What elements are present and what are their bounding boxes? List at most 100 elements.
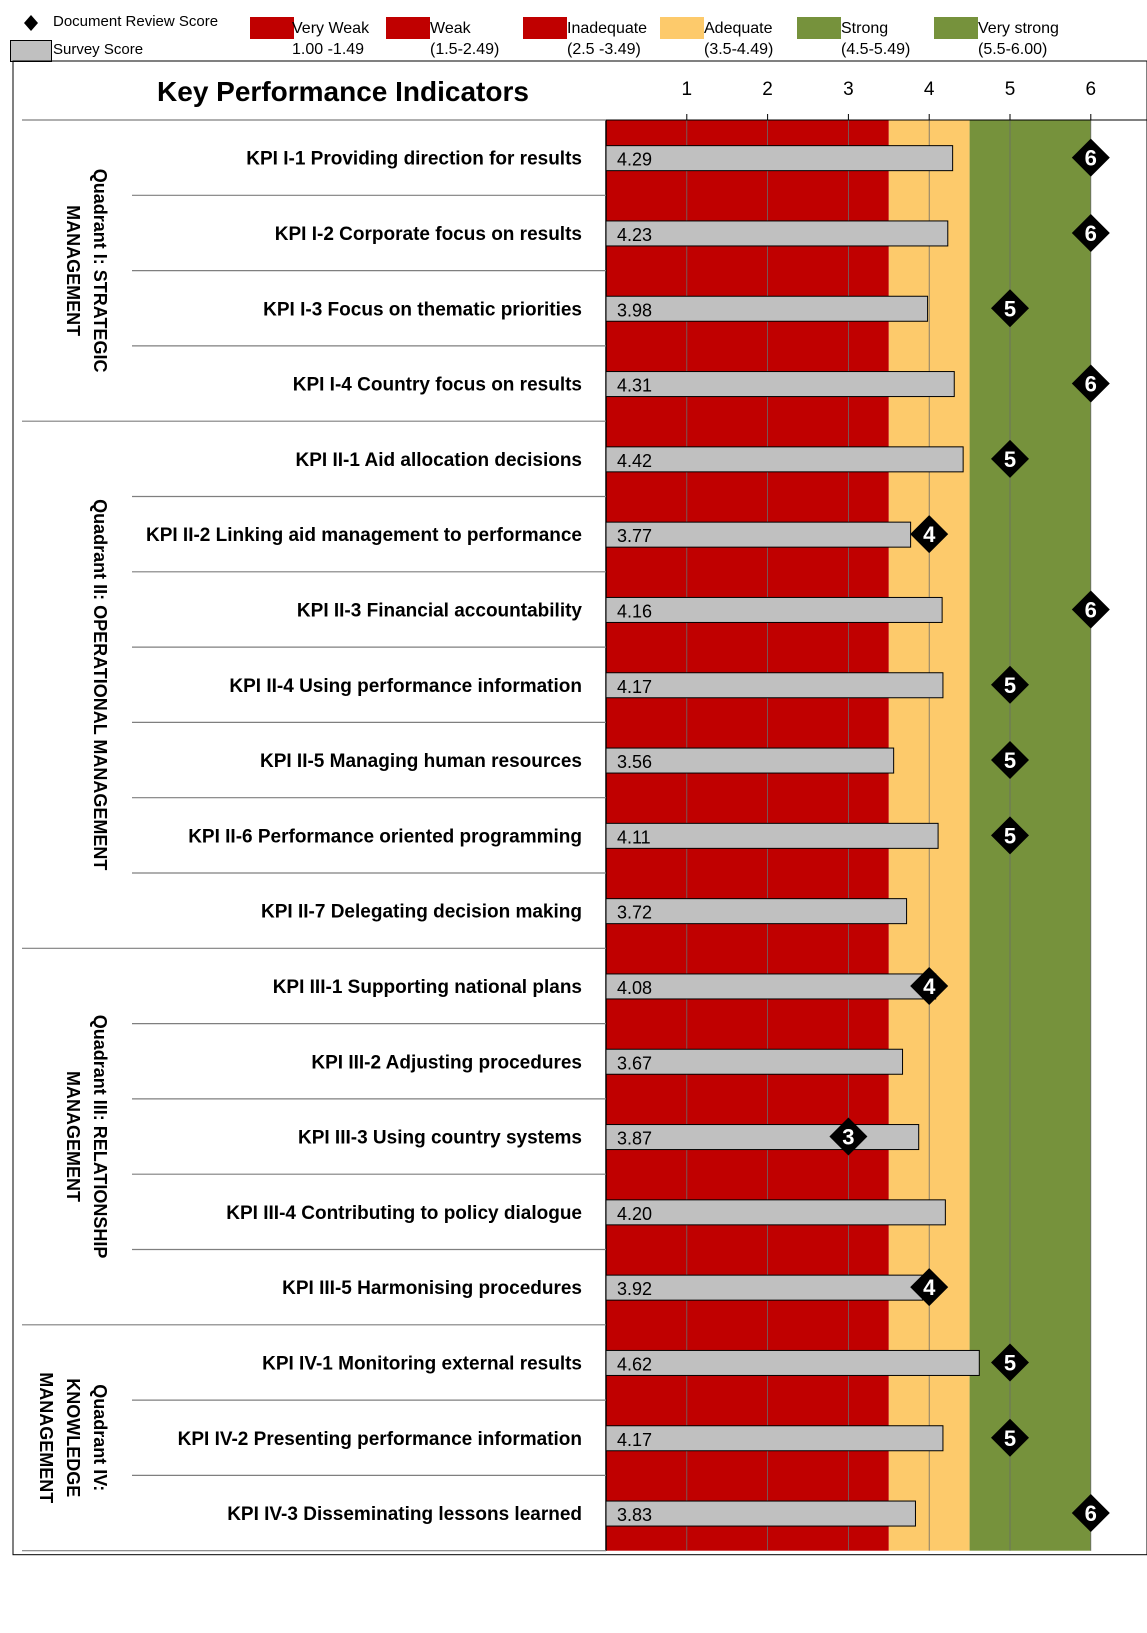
survey-value-label: 4.17: [617, 1430, 652, 1450]
document-score-marker: [991, 439, 1029, 478]
document-score-label: 5: [1004, 296, 1016, 321]
document-score-label: 6: [1085, 221, 1097, 246]
quadrant-label: Quadrant III: RELATIONSHIP MANAGEMENT: [63, 1015, 110, 1259]
survey-value-label: 3.87: [617, 1129, 652, 1149]
kpi-label: KPI IV-2 Presenting performance informat…: [178, 1429, 582, 1450]
quadrant-labels: Quadrant I: STRATEGICMANAGEMENTQuadrant …: [36, 169, 110, 1503]
survey-value-label: 3.72: [617, 903, 652, 923]
quadrant-label-line: Quadrant II: OPERATIONAL MANAGEMENT: [90, 499, 110, 870]
survey-bar: [605, 145, 954, 172]
tick-label-1: 1: [682, 79, 693, 100]
document-score-label: 5: [1004, 748, 1016, 773]
document-score-marker: [1071, 364, 1110, 403]
quadrant-label: Quadrant IV: KNOWLEDGE MANAGEMENT: [36, 1372, 110, 1503]
kpi-label: KPI IV-1 Monitoring external results: [262, 1353, 582, 1374]
kpi-label: KPI III-1 Supporting national plans: [273, 977, 582, 998]
document-score-label: 4: [923, 522, 936, 547]
survey-bar: [605, 1199, 946, 1226]
document-score-label: 6: [1085, 146, 1097, 171]
document-score-label: 5: [1004, 673, 1016, 698]
survey-value-label: 4.23: [617, 225, 652, 245]
document-score-label: 4: [923, 974, 936, 999]
band-range-adequate: (3.5-4.49): [704, 41, 774, 58]
kpi-label: KPI III-2 Adjusting procedures: [311, 1052, 582, 1073]
survey-value-label: 3.56: [617, 752, 652, 772]
document-score-label: 5: [1004, 447, 1016, 472]
document-score-marker: [910, 966, 949, 1005]
kpi-label: KPI II-6 Performance oriented programmin…: [188, 826, 582, 847]
survey-bar: [605, 898, 908, 925]
band-name-strong: Strong: [841, 20, 889, 37]
chart-title: Key Performance Indicators: [157, 76, 529, 107]
document-score-label: 5: [1004, 1350, 1016, 1375]
survey-value-label: 4.31: [617, 376, 652, 396]
band-range-inadequate: (2.5 -3.49): [567, 41, 641, 58]
survey-value-label: 4.62: [617, 1354, 652, 1374]
document-score-label: 3: [842, 1125, 854, 1150]
survey-value-label: 3.98: [617, 300, 652, 320]
survey-value-label: 4.17: [617, 677, 652, 697]
survey-bar: [605, 1349, 980, 1376]
survey-value-label: 3.67: [617, 1053, 652, 1073]
row-dividers: [22, 119, 606, 1552]
band-swatch-strong: [797, 17, 841, 39]
survey-value-label: 4.16: [617, 601, 652, 621]
document-score-label: 4: [923, 1275, 936, 1300]
quadrant-label: Quadrant I: STRATEGIC MANAGEMENT: [63, 169, 110, 373]
survey-bar: [605, 446, 964, 473]
document-score-marker: [910, 515, 949, 554]
kpi-chart: Key Performance Indicators 1 2 3 4 5 6 KPI I-…: [12, 60, 1147, 1556]
survey-bar: [605, 747, 895, 774]
document-score-marker: [829, 1117, 868, 1156]
quadrant-label-line: KNOWLEDGE: [63, 1378, 83, 1497]
quadrant-label-line: Quadrant III: RELATIONSHIP: [90, 1015, 110, 1259]
survey-bar: [605, 596, 943, 623]
survey-value-label: 3.83: [617, 1505, 652, 1525]
band-range-very-strong: (5.5-6.00): [978, 41, 1048, 58]
tick-label-2: 2: [762, 79, 773, 100]
document-review-markers: 6 6 5 6 5 4 6 5 5 5 4 3 4 5 5 6: [829, 138, 1110, 1533]
tick-label-5: 5: [1005, 79, 1016, 100]
survey-bars: 4.29 4.23 3.98 4.31 4.42 3.77 4.16 4.17 3.56 4.11…: [605, 145, 980, 1527]
survey-bar: [605, 295, 929, 322]
band-swatch-very-weak: [250, 17, 294, 39]
quadrant-label-line: Quadrant I: STRATEGIC: [90, 169, 110, 373]
band-swatch-adequate: [660, 17, 704, 39]
survey-value-label: 4.08: [617, 978, 652, 998]
document-score-marker: [991, 1418, 1029, 1457]
survey-bar: [605, 521, 912, 548]
survey-bar: [605, 1048, 904, 1075]
band-name-very-weak: Very Weak: [292, 20, 370, 37]
band-range-weak: (1.5-2.49): [430, 41, 500, 58]
survey-value-label: 3.77: [617, 526, 652, 546]
band-name-inadequate: Inadequate: [567, 20, 648, 37]
document-score-label: 6: [1085, 1501, 1097, 1526]
document-score-marker: [991, 289, 1029, 328]
diamond-icon: [24, 15, 38, 31]
quadrant-label-line: MANAGEMENT: [63, 205, 83, 336]
survey-bar: [605, 371, 955, 398]
kpi-label: KPI I-4 Country focus on results: [293, 375, 582, 396]
kpi-label: KPI IV-3 Disseminating lessons learned: [227, 1504, 582, 1525]
outer-border: [12, 60, 1147, 1556]
document-score-marker: [910, 1268, 949, 1307]
survey-bar: [605, 220, 949, 247]
survey-value-label: 3.92: [617, 1279, 652, 1299]
document-score-marker: [1071, 138, 1110, 177]
survey-value-label: 4.42: [617, 451, 652, 471]
quadrant-label-line: MANAGEMENT: [63, 1071, 83, 1202]
survey-bar: [605, 973, 937, 1000]
gray-bar-icon: [10, 40, 52, 62]
band-swatch-inadequate: [523, 17, 567, 39]
document-score-label: 6: [1085, 372, 1097, 397]
survey-bar: [605, 1425, 944, 1452]
kpi-label: KPI III-4 Contributing to policy dialogu…: [226, 1203, 582, 1224]
chart-frame: [12, 60, 1147, 1556]
kpi-label: KPI II-4 Using performance information: [229, 676, 582, 697]
kpi-label: KPI II-5 Managing human resources: [260, 751, 582, 772]
survey-bar: [605, 1124, 920, 1151]
survey-bar: [605, 822, 939, 849]
document-score-marker: [1071, 590, 1110, 629]
kpi-labels: KPI I-1 Providing direction for results K…: [146, 149, 582, 1525]
kpi-label: KPI I-2 Corporate focus on results: [275, 224, 582, 245]
